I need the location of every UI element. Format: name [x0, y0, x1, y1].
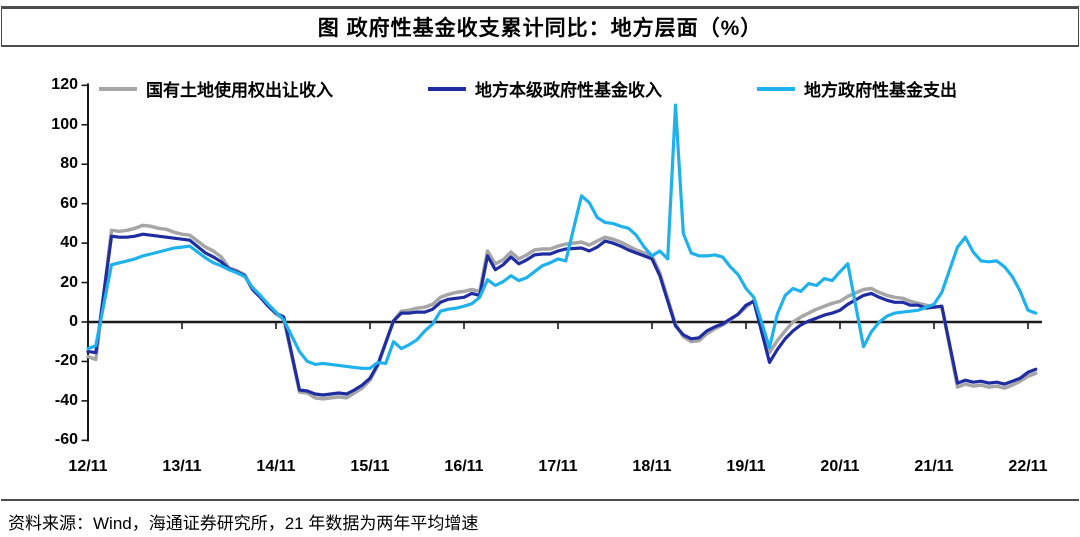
x-axis-label: 15/11 [350, 458, 390, 475]
legend-label: 地方政府性基金支出 [804, 81, 957, 100]
x-axis-label: 21/11 [914, 458, 954, 475]
y-axis-label: 40 [60, 234, 78, 251]
x-axis-label: 18/11 [632, 458, 672, 475]
y-axis-label: 20 [60, 274, 78, 291]
navy-line-swatch-icon [428, 86, 466, 91]
y-axis-label: 60 [60, 195, 78, 212]
y-axis-label: -20 [54, 352, 78, 369]
gray-line-swatch-icon [99, 86, 137, 91]
x-axis-label: 19/11 [726, 458, 766, 475]
legend-label: 国有土地使用权出让收入 [146, 81, 333, 100]
legend-item-land-sales: 国有土地使用权出让收入 [99, 76, 333, 101]
bottom-divider [1, 499, 1079, 501]
x-axis-label: 17/11 [538, 458, 578, 475]
x-axis-label: 20/11 [820, 458, 860, 475]
x-axis-label: 16/11 [444, 458, 484, 475]
x-axis-label: 22/11 [1008, 458, 1048, 475]
legend-label: 地方本级政府性基金收入 [475, 81, 662, 100]
y-axis-label: -40 [54, 392, 78, 409]
legend-item-local-fund-expenditure: 地方政府性基金支出 [757, 76, 957, 101]
source-note: 资料来源：Wind，海通证券研究所，21 年数据为两年平均增速 [8, 514, 479, 533]
legend: 国有土地使用权出让收入 地方本级政府性基金收入 地方政府性基金支出 [99, 76, 957, 101]
x-axis-label: 12/11 [68, 458, 108, 475]
y-axis-label: -60 [54, 431, 78, 448]
legend-item-local-fund-revenue: 地方本级政府性基金收入 [428, 76, 662, 101]
chart-title: 图 政府性基金收支累计同比：地方层面（%） [317, 17, 763, 40]
y-axis-label: 0 [69, 313, 78, 330]
x-axis-label: 14/11 [256, 458, 296, 475]
chart-title-bar: 图 政府性基金收支累计同比：地方层面（%） [1, 6, 1079, 47]
y-axis-label: 80 [60, 155, 78, 172]
x-axis-label: 13/11 [162, 458, 202, 475]
series-line-2 [86, 103, 1038, 370]
y-axis-label: 120 [51, 76, 78, 93]
cyan-line-swatch-icon [757, 86, 795, 91]
y-axis-label: 100 [51, 116, 78, 133]
